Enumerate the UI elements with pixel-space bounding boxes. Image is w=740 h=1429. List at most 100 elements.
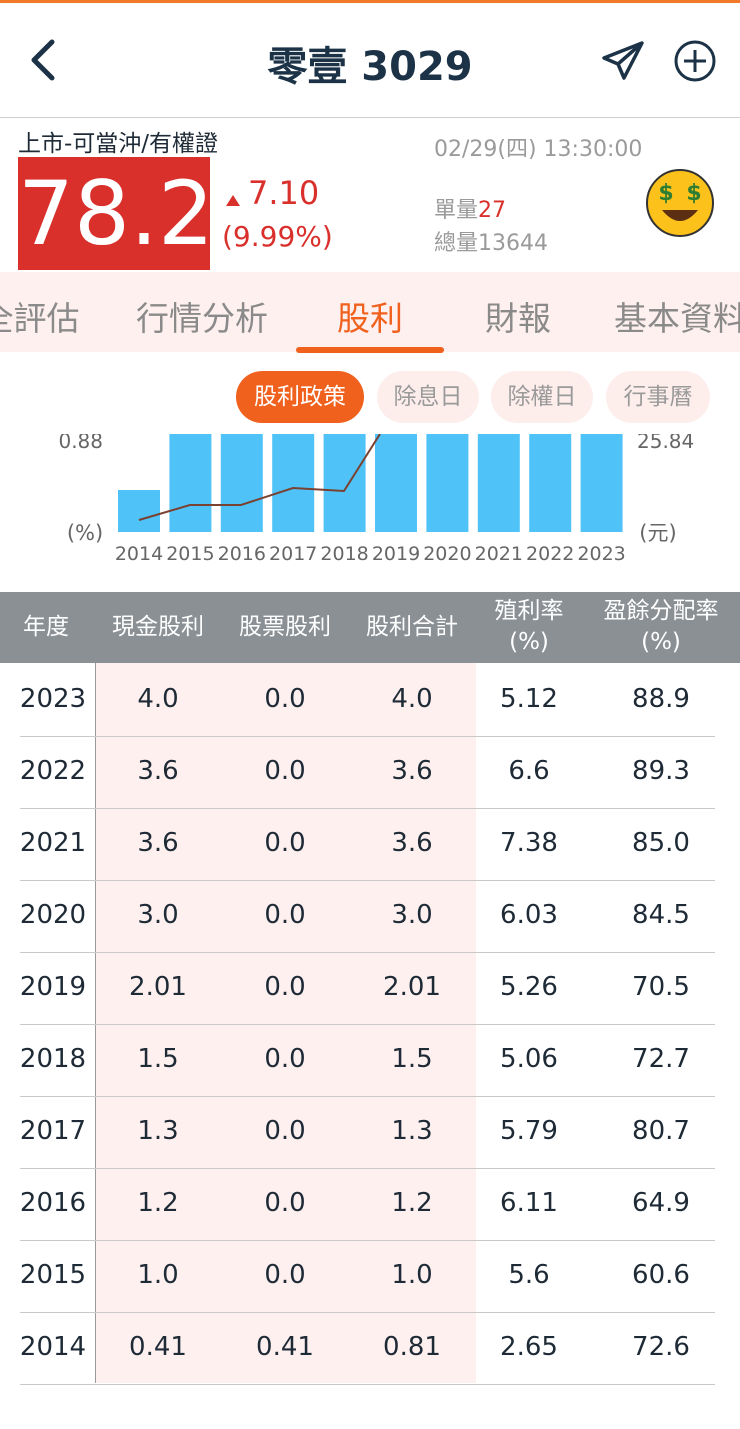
- active-tab-indicator: [296, 347, 444, 353]
- table-cell: 0.0: [264, 972, 306, 1002]
- column-header: 盈餘分配率 (%): [604, 596, 719, 658]
- table-cell: 2021: [19, 828, 87, 858]
- right-axis-top: 25.84: [637, 434, 694, 453]
- row-separator: [20, 1384, 715, 1385]
- table-cell: 0.0: [264, 1188, 306, 1218]
- sub-tab[interactable]: 行事曆: [606, 371, 710, 423]
- table-cell: 7.38: [500, 828, 558, 858]
- table-cell: 5.79: [500, 1116, 558, 1146]
- row-separator: [20, 1096, 715, 1097]
- add-button[interactable]: [672, 38, 718, 84]
- table-cell: 88.9: [632, 684, 690, 714]
- table-cell: 6.03: [500, 900, 558, 930]
- bar: [118, 490, 160, 532]
- table-cell: 64.9: [632, 1188, 690, 1218]
- market-label: 上市-可當沖/有權證: [18, 131, 219, 157]
- sub-tab[interactable]: 除權日: [491, 371, 593, 423]
- bar: [375, 434, 417, 532]
- page-title: 零壹 3029: [267, 44, 473, 90]
- column-header-line: 股票股利: [239, 614, 331, 640]
- trend-line: [138, 434, 381, 521]
- sub-tab[interactable]: 股利政策: [236, 371, 364, 423]
- column-header: 現金股利: [112, 612, 204, 643]
- column-header-line: 年度: [23, 614, 69, 640]
- table-cell: 0.0: [264, 684, 306, 714]
- column-header-line: 現金股利: [112, 614, 204, 640]
- bar: [529, 434, 572, 532]
- right-axis-unit: (元): [639, 521, 676, 545]
- column-header-line: (%): [509, 629, 549, 655]
- column-header: 股利合計: [366, 612, 458, 643]
- table-cell: 1.2: [137, 1188, 179, 1218]
- table-cell: 0.41: [256, 1332, 314, 1362]
- table-cell: 3.6: [391, 756, 433, 786]
- total-volume: 總量13644: [434, 225, 548, 257]
- table-cell: 2016: [19, 1188, 87, 1218]
- bar: [477, 434, 520, 532]
- table-cell: 89.3: [632, 756, 690, 786]
- column-divider: [95, 663, 96, 1383]
- volume-label: 單量: [434, 198, 479, 223]
- table-cell: 0.81: [383, 1332, 441, 1362]
- table-cell: 3.6: [137, 828, 179, 858]
- table-cell: 2019: [19, 972, 87, 1002]
- table-cell: 84.5: [632, 900, 690, 930]
- row-separator: [20, 1168, 715, 1169]
- table-cell: 3.6: [137, 756, 179, 786]
- table-cell: 2.01: [383, 972, 441, 1002]
- back-button[interactable]: [24, 38, 64, 82]
- bar: [272, 434, 315, 532]
- price-change: 7.10: [248, 174, 320, 212]
- svg-text:$: $: [686, 181, 701, 206]
- table-cell: 2.01: [129, 972, 187, 1002]
- tab[interactable]: 全評估: [0, 299, 80, 338]
- row-separator: [20, 952, 715, 953]
- table-cell: 72.7: [632, 1044, 690, 1074]
- tab[interactable]: 財報: [485, 299, 551, 338]
- table-cell: 3.6: [391, 828, 433, 858]
- table-cell: 4.0: [391, 684, 433, 714]
- table-cell: 1.5: [391, 1044, 433, 1074]
- column-header-line: 殖利率: [494, 598, 564, 624]
- table-cell: 0.0: [264, 900, 306, 930]
- bar: [426, 434, 469, 532]
- tab[interactable]: 基本資料: [614, 299, 740, 338]
- year-label: 2021: [475, 543, 523, 565]
- column-header-line: 盈餘分配率: [603, 598, 719, 624]
- tab[interactable]: 行情分析: [136, 299, 268, 338]
- year-label: 2015: [166, 543, 214, 565]
- table-cell: 5.6: [508, 1260, 550, 1290]
- price: 78.2: [18, 162, 214, 265]
- row-separator: [20, 808, 715, 809]
- table-cell: 2017: [19, 1116, 87, 1146]
- quote-time: 02/29(四) 13:30:00: [434, 137, 643, 162]
- year-label: 2014: [115, 543, 163, 565]
- row-separator: [20, 1312, 715, 1313]
- table-cell: 0.0: [264, 1116, 306, 1146]
- bars: [118, 434, 623, 532]
- year-label: 2016: [218, 543, 266, 565]
- row-separator: [20, 880, 715, 881]
- bar: [220, 434, 263, 532]
- share-button[interactable]: [600, 40, 646, 82]
- year-label: 2020: [423, 543, 471, 565]
- row-separator: [20, 1024, 715, 1025]
- price-change-pct: (9.99%): [222, 220, 333, 253]
- table-cell: 2014: [19, 1332, 87, 1362]
- total-label: 總量: [434, 231, 479, 256]
- emoji-icon[interactable]: $ $: [644, 168, 716, 238]
- volume-value: 27: [478, 198, 507, 223]
- table-cell: 0.0: [264, 828, 306, 858]
- year-label: 2023: [577, 543, 625, 565]
- divider: [0, 117, 740, 118]
- svg-text:$: $: [658, 181, 673, 206]
- top-accent: [0, 0, 740, 3]
- bar: [323, 434, 366, 532]
- table-cell: 4.0: [137, 684, 179, 714]
- left-axis-unit: (%): [67, 521, 103, 545]
- table-cell: 1.5: [137, 1044, 179, 1074]
- table-cell: 60.6: [632, 1260, 690, 1290]
- sub-tab[interactable]: 除息日: [377, 371, 479, 423]
- table-cell: 1.0: [137, 1260, 179, 1290]
- tab[interactable]: 股利: [337, 299, 403, 338]
